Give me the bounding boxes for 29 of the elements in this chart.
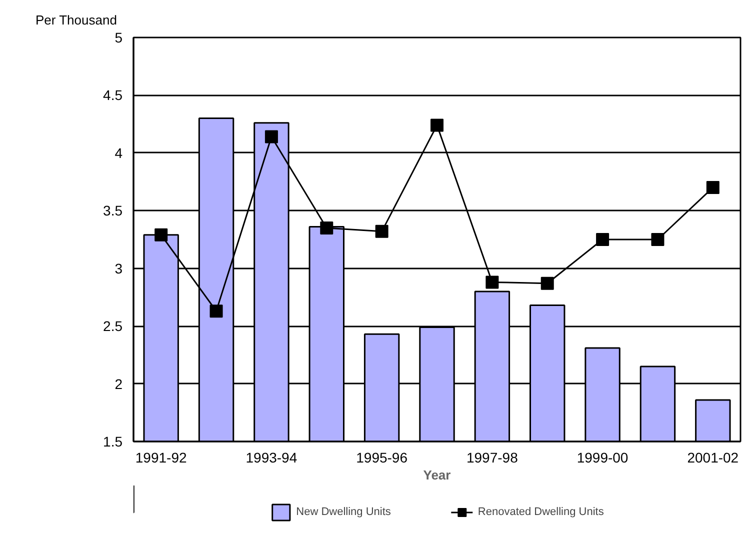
y-tick-label: 2 xyxy=(114,376,123,392)
point xyxy=(430,118,444,132)
y-axis-title: Per Thousand xyxy=(36,12,117,28)
point xyxy=(596,233,610,246)
point xyxy=(375,224,388,238)
y-tick-label: 3 xyxy=(114,260,123,276)
y-tick-label: 4.5 xyxy=(103,87,123,104)
point xyxy=(706,181,720,194)
point xyxy=(486,276,499,289)
y-tick-label: 3.5 xyxy=(103,202,123,219)
point xyxy=(540,276,554,290)
x-tick-label: 1999-00 xyxy=(576,450,628,466)
x-tick-label: 1997-98 xyxy=(466,450,518,466)
point xyxy=(651,233,664,246)
x-tick-label: 2001-02 xyxy=(687,450,739,466)
point xyxy=(320,221,334,234)
y-tick-label: 1.5 xyxy=(103,434,123,450)
x-tick-label: 1995-96 xyxy=(356,450,408,466)
y-tick-label: 5 xyxy=(114,30,123,46)
point xyxy=(264,130,278,144)
x-tick-label: 1993-94 xyxy=(246,450,298,466)
x-axis-title: Year xyxy=(423,468,451,482)
point xyxy=(210,304,223,318)
x-tick-label: 1991-92 xyxy=(135,450,187,466)
y-tick-label: 2.5 xyxy=(103,318,123,334)
y-tick-label: 4 xyxy=(114,144,123,161)
point xyxy=(154,228,168,242)
legend-label: New Dwelling Units xyxy=(296,506,391,518)
legend-label: Renovated Dwelling Units xyxy=(478,506,604,518)
